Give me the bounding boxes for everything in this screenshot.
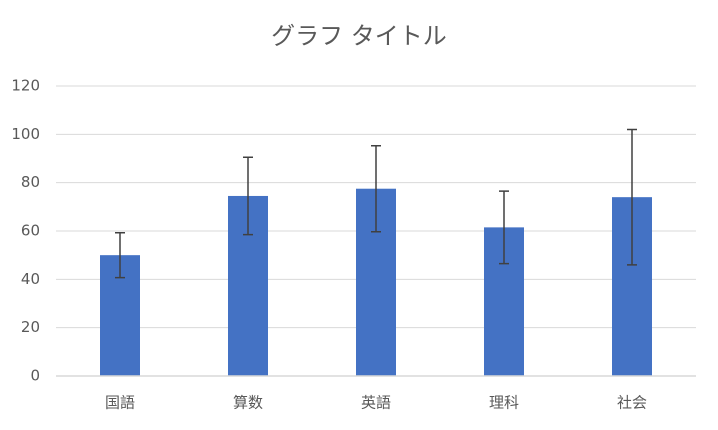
error-bar [243, 156, 253, 236]
error-bar [499, 190, 509, 265]
y-tick-label: 20 [21, 318, 40, 336]
error-bar [371, 144, 381, 233]
x-tick-label: 英語 [361, 394, 391, 412]
chart-title: グラフ タイトル [271, 22, 447, 50]
x-tick-label: 国語 [105, 394, 135, 412]
error-bar [627, 128, 637, 266]
error-bar [115, 231, 125, 279]
y-tick-label: 120 [11, 77, 40, 95]
y-tick-label: 40 [21, 270, 40, 288]
x-tick-label: 算数 [233, 394, 263, 412]
y-tick-label: 100 [11, 125, 40, 143]
y-tick-label: 60 [21, 222, 40, 240]
x-tick-label: 社会 [617, 394, 647, 412]
y-tick-label: 80 [21, 173, 40, 191]
y-tick-label: 0 [30, 367, 40, 385]
x-tick-label: 理科 [489, 394, 519, 412]
